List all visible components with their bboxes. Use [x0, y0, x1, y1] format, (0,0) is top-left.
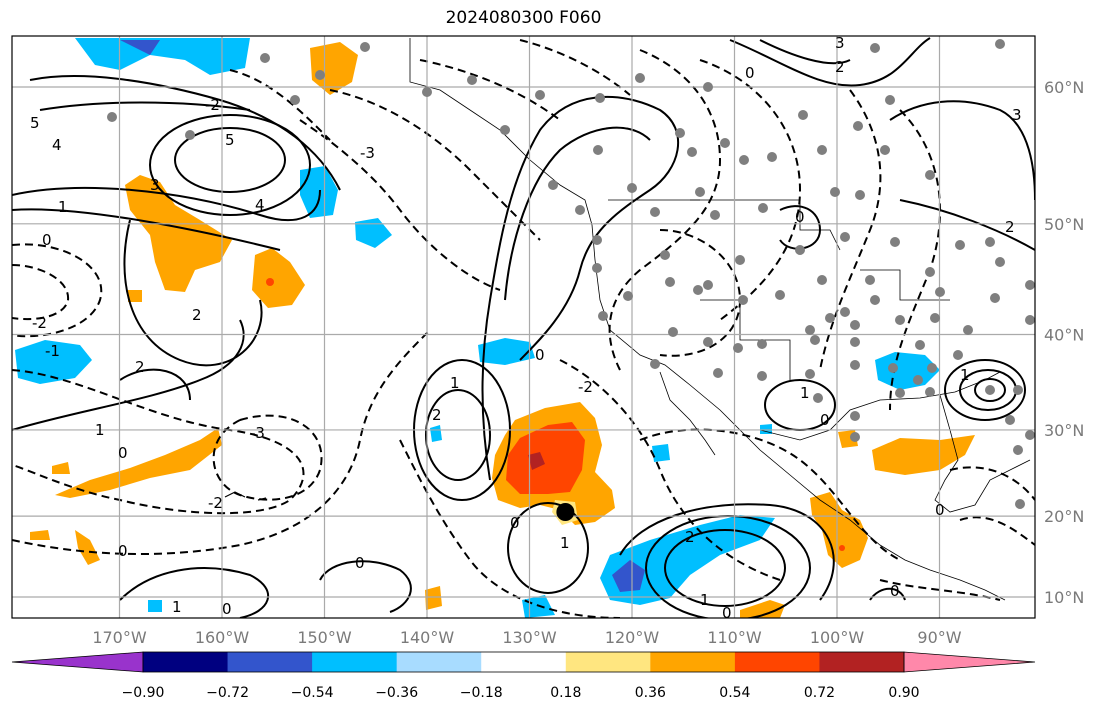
contour-label: 0	[535, 346, 545, 364]
contour-label: -3	[250, 424, 265, 442]
contour-label: 0	[510, 514, 520, 532]
latitude-labels: 60°N 50°N 40°N 30°N 20°N 10°N	[1044, 78, 1084, 607]
colorbar-tick-label: 0.90	[888, 685, 919, 701]
colorbar-segment	[565, 652, 651, 672]
anomaly-shading	[15, 38, 975, 618]
latitude-tick-label: 50°N	[1044, 215, 1084, 234]
longitude-tick-label: 150°W	[297, 628, 352, 647]
contour-label: 0	[935, 501, 945, 519]
contour-label: -2	[578, 378, 593, 396]
contour-label: 1	[960, 366, 970, 384]
grid-lines	[12, 36, 1035, 618]
contour-label: 0	[722, 604, 732, 622]
map-title: 2024080300 F060	[445, 8, 602, 28]
contour-label: -2	[205, 96, 220, 114]
colorbar-tick-label: 0.72	[804, 685, 835, 701]
colorbar-tick-label: 0.18	[550, 685, 581, 701]
station-markers	[107, 39, 1035, 509]
contour-label: 3	[835, 34, 845, 52]
colorbar-segment	[312, 652, 398, 672]
colorbar-tick-label: −0.36	[375, 685, 418, 701]
contour-label: 1	[450, 374, 460, 392]
colorbar-tick-label: −0.54	[291, 685, 334, 701]
longitude-tick-label: 130°W	[502, 628, 557, 647]
colorbar-segment	[396, 652, 482, 672]
colorbar-extend-low	[11, 651, 144, 673]
contour-label: 1	[560, 534, 570, 552]
contour-label: 1	[700, 591, 710, 609]
colorbar-segment	[734, 652, 820, 672]
contour-label: 0	[222, 600, 232, 618]
contour-label: 2	[835, 58, 845, 76]
contour-label: 0	[745, 64, 755, 82]
contour-label: 5	[30, 114, 40, 132]
latitude-tick-label: 30°N	[1044, 421, 1084, 440]
contour-label: 5	[225, 131, 235, 149]
colorbar-segment	[650, 652, 736, 672]
contour-label: -1	[45, 342, 60, 360]
contour-label: 4	[52, 136, 62, 154]
contour-label: -3	[360, 144, 375, 162]
longitude-tick-label: 140°W	[400, 628, 455, 647]
negative-contours	[12, 39, 1035, 618]
longitude-tick-label: 170°W	[92, 628, 147, 647]
colorbar-tick-label: −0.90	[122, 685, 165, 701]
longitude-tick-label: 100°W	[810, 628, 865, 647]
contour-label: 0	[118, 444, 128, 462]
colorbar-segment	[481, 652, 567, 672]
contour-label: 0	[890, 582, 900, 600]
longitude-labels: 170°W 160°W 150°W 140°W 130°W 120°W 110°W 100°W…	[92, 628, 961, 647]
longitude-tick-label: 90°W	[917, 628, 961, 647]
colorbar-segment	[819, 652, 905, 672]
colorbar-extend-high	[903, 651, 1036, 673]
map-frame	[11, 35, 1036, 619]
latitude-tick-label: 40°N	[1044, 326, 1084, 345]
contour-label: 2	[192, 306, 202, 324]
contour-label: 2	[135, 358, 145, 376]
latitude-tick-label: 60°N	[1044, 78, 1084, 97]
contour-label: 3	[150, 176, 160, 194]
contour-label: 4	[255, 196, 265, 214]
contour-label: 1	[58, 198, 68, 216]
contour-label: 1	[800, 384, 810, 402]
contour-label: 2	[1005, 218, 1015, 236]
contour-label: 0	[795, 208, 805, 226]
contour-label: 3	[1012, 106, 1022, 124]
colorbar: −0.90 −0.72 −0.54 −0.36 −0.18 0.18 0.36 0.54 0.7…	[11, 651, 1036, 701]
contour-label: -2	[32, 314, 47, 332]
contour-label: 0	[42, 231, 52, 249]
longitude-tick-label: 110°W	[707, 628, 762, 647]
contour-label: -2	[208, 494, 223, 512]
colorbar-tick-label: 0.54	[719, 685, 750, 701]
latitude-tick-label: 20°N	[1044, 507, 1084, 526]
contour-label: 2	[432, 406, 442, 424]
latitude-tick-label: 10°N	[1044, 588, 1084, 607]
contour-labels: 5 4 1 0 -2 -1 -2 5 3 4 2 2 1 0 -3 -2 0 1…	[30, 34, 1022, 622]
colorbar-outline	[142, 651, 905, 673]
storm-center-marker	[556, 503, 575, 522]
colorbar-tick-label: −0.72	[206, 685, 249, 701]
contour-label: 0	[355, 554, 365, 572]
contour-label: 0	[820, 411, 830, 429]
contour-label: 1	[172, 598, 182, 616]
positive-contours	[12, 37, 1035, 618]
colorbar-segment	[143, 652, 229, 672]
colorbar-tick-label: −0.18	[460, 685, 503, 701]
longitude-tick-label: 120°W	[605, 628, 660, 647]
contour-label: 0	[118, 542, 128, 560]
colorbar-tick-label: 0.36	[635, 685, 666, 701]
longitude-tick-label: 160°W	[195, 628, 250, 647]
colorbar-segment	[227, 652, 313, 672]
contour-label: 1	[95, 421, 105, 439]
contour-label: 2	[685, 528, 695, 546]
